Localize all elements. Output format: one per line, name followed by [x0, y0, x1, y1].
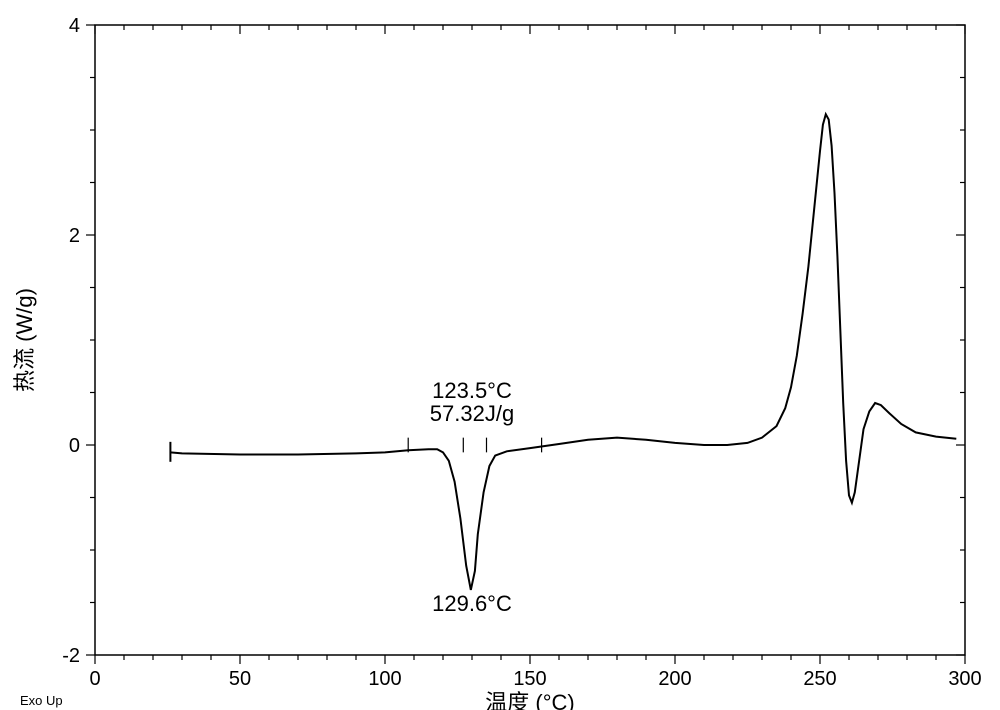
svg-text:100: 100 — [368, 668, 401, 690]
svg-text:50: 50 — [229, 668, 251, 690]
svg-text:300: 300 — [948, 668, 981, 690]
dsc-chart: 0 50 100 150 200 250 300 -2 0 2 4 温度 (°C) 热流 (W/g) 12… — [0, 0, 1000, 710]
svg-text:150: 150 — [513, 668, 546, 690]
svg-text:2: 2 — [69, 225, 80, 247]
svg-text:-2: -2 — [62, 645, 80, 667]
onset-label: 123.5°C — [432, 378, 512, 403]
dsc-curve — [170, 114, 956, 590]
y-axis-label: 热流 (W/g) — [12, 288, 37, 392]
chart-svg: 0 50 100 150 200 250 300 -2 0 2 4 温度 (°C) 热流 (W/g) 12… — [0, 0, 1000, 710]
svg-text:200: 200 — [658, 668, 691, 690]
exo-up-label: Exo Up — [20, 693, 63, 708]
svg-text:250: 250 — [803, 668, 836, 690]
x-axis-label: 温度 (°C) — [485, 690, 574, 710]
peak-label: 129.6°C — [432, 591, 512, 616]
svg-text:0: 0 — [69, 435, 80, 457]
enthalpy-label: 57.32J/g — [430, 401, 514, 426]
svg-text:0: 0 — [89, 668, 100, 690]
svg-text:4: 4 — [69, 15, 80, 37]
